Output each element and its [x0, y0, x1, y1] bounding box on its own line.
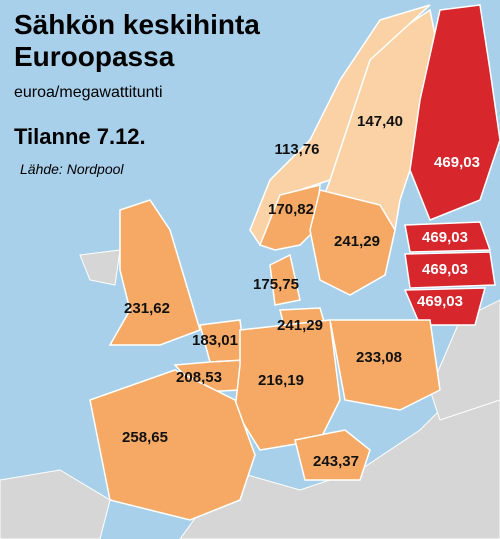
region-value: 258,65	[122, 429, 168, 446]
region-value: 469,03	[417, 293, 463, 310]
finland	[409, 4, 500, 221]
title-line: Euroopassa	[14, 41, 175, 72]
background-land	[0, 249, 500, 539]
ireland	[79, 249, 121, 286]
france	[89, 369, 256, 521]
poland	[329, 319, 441, 411]
sweden-south	[309, 189, 396, 296]
region-value: 231,62	[124, 300, 170, 317]
latvia	[404, 251, 496, 289]
subtitle: euroa/megawattitunti	[14, 84, 163, 101]
iberia	[0, 469, 111, 539]
uk	[108, 199, 201, 346]
region-value: 216,19	[258, 372, 304, 389]
region-value: 175,75	[253, 276, 299, 293]
region-value: 208,53	[176, 369, 222, 386]
value-labels: 147,40 113,76 469,03 170,82 241,29 469,03 469,…	[122, 113, 480, 470]
source: Lähde: Nordpool	[20, 161, 124, 177]
region-value: 469,03	[422, 229, 468, 246]
region-value: 170,82	[268, 201, 314, 218]
region-value: 469,03	[422, 261, 468, 278]
region-value: 243,37	[313, 453, 359, 470]
region-value: 113,76	[274, 141, 319, 158]
region-value: 147,40	[357, 113, 403, 130]
estonia	[404, 221, 492, 253]
land-south	[179, 369, 500, 539]
lithuania	[403, 287, 486, 326]
austria	[294, 429, 371, 481]
denmark-west	[269, 253, 301, 306]
date: Tilanne 7.12.	[14, 124, 146, 149]
title-line: Sähkön keskihinta	[14, 9, 260, 40]
region-value: 183,01	[192, 332, 238, 349]
region-value: 241,29	[277, 317, 323, 334]
germany	[234, 319, 341, 451]
region-value: 469,03	[434, 154, 480, 171]
region-value: 233,08	[356, 349, 402, 366]
region-value: 241,29	[334, 233, 380, 250]
